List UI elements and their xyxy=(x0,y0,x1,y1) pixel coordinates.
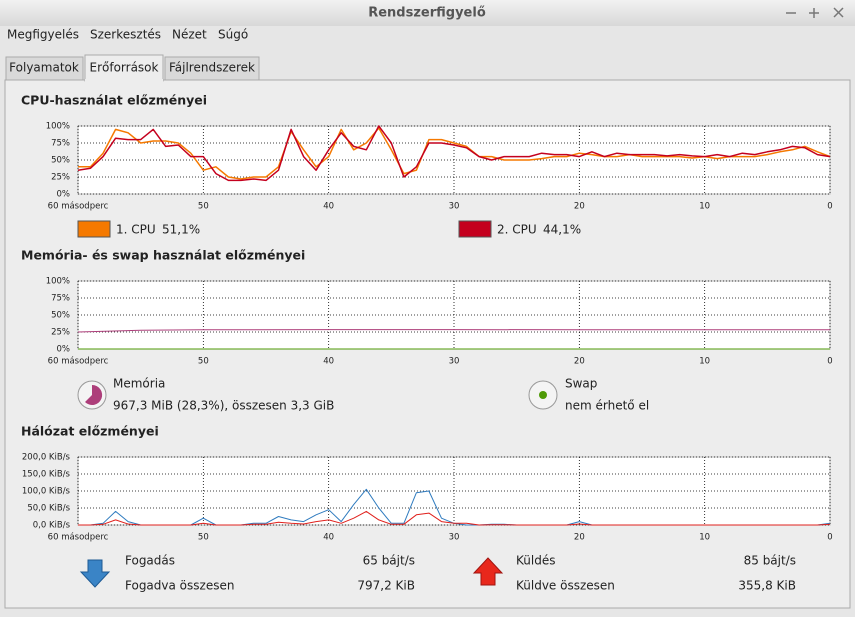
legend-swatch[interactable] xyxy=(458,220,492,238)
x-tick-label: 60 másodperc xyxy=(48,202,109,212)
menu-item[interactable]: Szerkesztés xyxy=(90,28,161,42)
x-tick-label: 40 xyxy=(323,533,334,543)
x-tick-label: 30 xyxy=(449,357,460,367)
x-tick-label: 60 másodperc xyxy=(48,357,109,367)
x-tick-label: 10 xyxy=(699,533,710,543)
x-tick-label: 30 xyxy=(449,202,460,212)
legend-name: Memória xyxy=(113,377,165,391)
menu-item[interactable]: Megfigyelés xyxy=(7,28,79,42)
window-buttons[interactable] xyxy=(786,7,844,18)
legend-name: Swap xyxy=(565,377,597,391)
x-tick-label: 50 xyxy=(198,533,209,543)
series-line xyxy=(77,125,831,182)
y-tick-label: 75% xyxy=(51,294,70,304)
send-icon xyxy=(472,557,504,586)
tab-active[interactable] xyxy=(84,54,164,82)
x-tick-label: 60 másodperc xyxy=(48,533,109,543)
x-tick-label: 50 xyxy=(198,357,209,367)
receive-icon xyxy=(79,559,111,588)
y-tick-label: 25% xyxy=(51,328,70,338)
series-line xyxy=(77,329,830,333)
series-line xyxy=(78,510,831,526)
legend-value: 51,1% xyxy=(162,223,200,237)
section-heading: Memória- és swap használat előzményei xyxy=(21,248,305,263)
window-title: Rendszerfigyelő xyxy=(368,6,486,21)
y-tick-label: 25% xyxy=(51,173,70,183)
y-tick-label: 0% xyxy=(57,190,71,200)
legend-total: 797,2 KiB xyxy=(357,579,415,593)
menu-item[interactable]: Nézet xyxy=(172,28,207,42)
y-tick-label: 50,0 KiB/s xyxy=(27,504,70,514)
x-tick-label: 30 xyxy=(449,533,460,543)
tab-label[interactable]: Folyamatok xyxy=(9,61,79,75)
x-tick-label: 20 xyxy=(574,533,585,543)
y-tick-label: 50% xyxy=(51,311,70,321)
x-tick-label: 10 xyxy=(699,202,710,212)
legend-rate: 65 bájt/s xyxy=(363,554,415,568)
x-tick-label: 0 xyxy=(827,202,832,212)
memory-icon xyxy=(77,380,107,410)
x-tick-label: 40 xyxy=(323,202,334,212)
tab[interactable] xyxy=(5,56,84,81)
x-tick-label: 0 xyxy=(827,357,832,367)
y-tick-label: 100% xyxy=(46,122,70,132)
legend-rate: 85 bájt/s xyxy=(744,554,796,568)
x-tick-label: 40 xyxy=(323,357,334,367)
legend-name: 2. CPU xyxy=(497,223,537,237)
menu-item[interactable]: Súgó xyxy=(218,28,248,42)
legend-name: Küldés xyxy=(516,554,555,568)
legend-value: 44,1% xyxy=(543,223,581,237)
y-tick-label: 75% xyxy=(51,139,70,149)
legend-total: 355,8 KiB xyxy=(738,579,796,593)
x-tick-label: 10 xyxy=(699,357,710,367)
legend-detail: 967,3 MiB (28,3%), összesen 3,3 GiB xyxy=(113,399,334,413)
y-tick-label: 200,0 KiB/s xyxy=(22,453,71,463)
legend-name: Fogadás xyxy=(125,554,175,568)
swap-icon xyxy=(528,380,558,410)
title-bar xyxy=(0,0,855,26)
y-tick-label: 150,0 KiB/s xyxy=(22,470,71,480)
x-tick-label: 50 xyxy=(198,202,209,212)
tab-label[interactable]: Erőforrások xyxy=(90,61,159,75)
y-tick-label: 100,0 KiB/s xyxy=(22,487,71,497)
section-heading: Hálózat előzményei xyxy=(21,424,159,439)
y-tick-label: 0,0 KiB/s xyxy=(33,521,71,531)
legend-detail: nem érhető el xyxy=(565,399,649,413)
tab-label[interactable]: Fájlrendszerek xyxy=(169,61,255,75)
y-tick-label: 100% xyxy=(46,277,70,287)
tab-join xyxy=(85,79,163,82)
x-tick-label: 0 xyxy=(827,533,832,543)
legend-total-name: Fogadva összesen xyxy=(125,579,234,593)
x-tick-label: 20 xyxy=(574,202,585,212)
legend-swatch[interactable] xyxy=(77,220,111,238)
x-tick-label: 20 xyxy=(574,357,585,367)
y-tick-label: 50% xyxy=(51,156,70,166)
legend-name: 1. CPU xyxy=(116,223,156,237)
legend-total-name: Küldve összesen xyxy=(516,579,615,593)
y-tick-label: 0% xyxy=(57,345,71,355)
tab[interactable] xyxy=(164,56,260,81)
section-heading: CPU-használat előzményei xyxy=(21,93,207,108)
